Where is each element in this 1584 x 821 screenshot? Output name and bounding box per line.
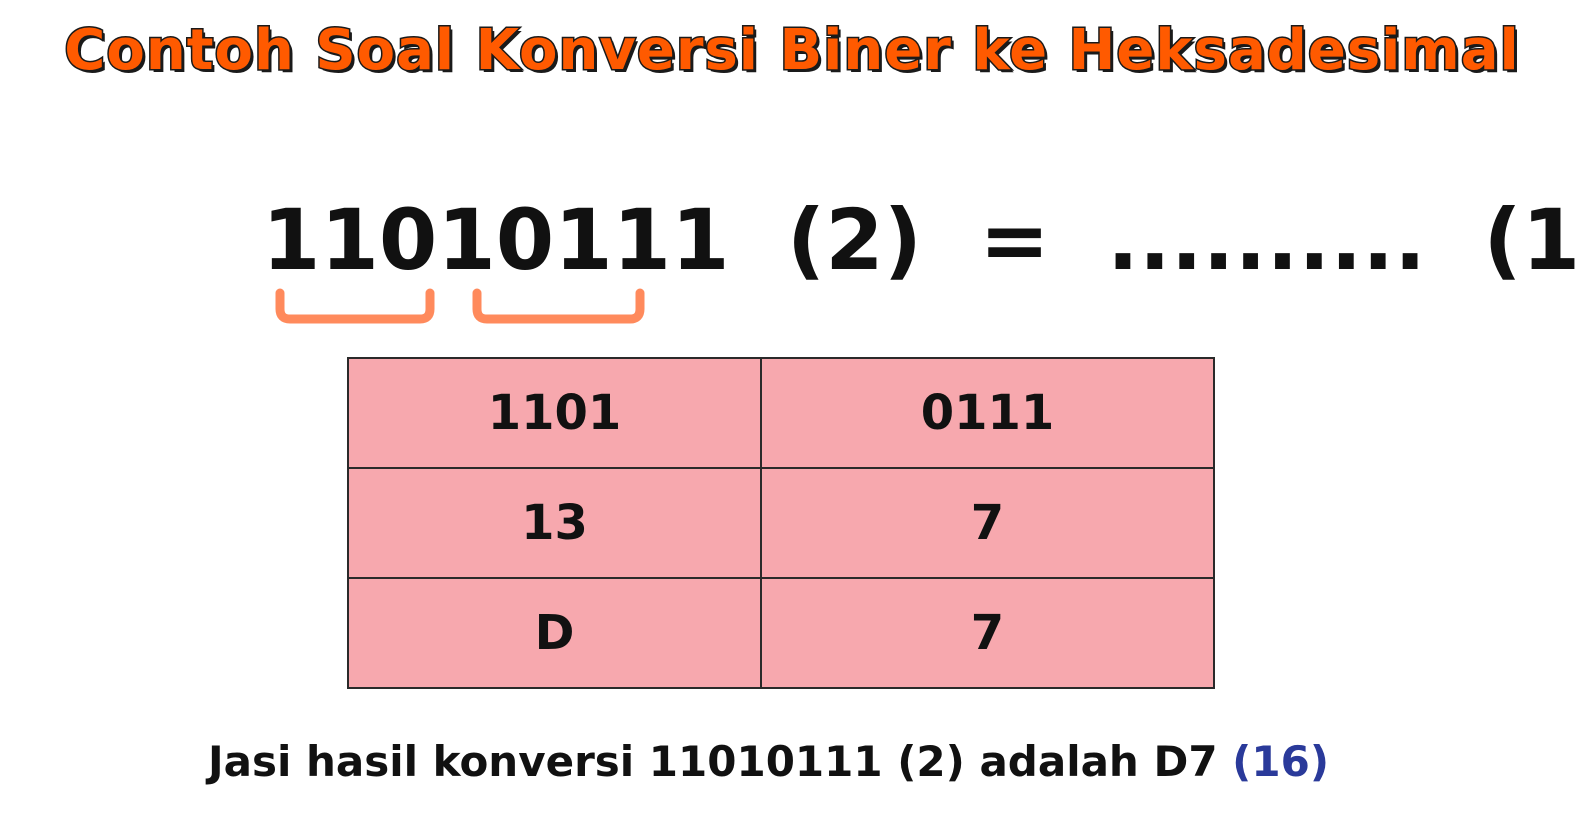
conversion-table: 1101 0111 13 7 D 7 (347, 357, 1215, 689)
binary-number: 11010111 (262, 191, 730, 289)
table-row: 13 7 (347, 467, 1215, 579)
conclusion-text: Jasi hasil konversi 11010111 (2) adalah … (208, 732, 1329, 792)
table-cell: 7 (760, 577, 1215, 689)
target-base: (16) (1483, 191, 1584, 289)
binary-base: (2) (786, 191, 923, 289)
page-title: Contoh Soal Konversi Biner ke Heksadesim… (63, 17, 1520, 85)
table-cell: 13 (347, 467, 762, 579)
conversion-equation: 11010111 (2) = .......... (16) (262, 190, 1584, 290)
table-cell: 0111 (760, 357, 1215, 469)
answer-blank: .......... (1106, 191, 1427, 289)
equals-sign: = (979, 191, 1050, 289)
conclusion-base: (16) (1232, 737, 1330, 786)
grouping-brackets (275, 288, 645, 324)
conclusion-sentence: Jasi hasil konversi 11010111 (2) adalah … (208, 737, 1218, 786)
table-row: 1101 0111 (347, 357, 1215, 469)
table-cell: D (347, 577, 762, 689)
group-bracket-left (275, 288, 435, 324)
table-cell: 1101 (347, 357, 762, 469)
table-cell: 7 (760, 467, 1215, 579)
table-row: D 7 (347, 577, 1215, 689)
group-bracket-right (472, 288, 645, 324)
